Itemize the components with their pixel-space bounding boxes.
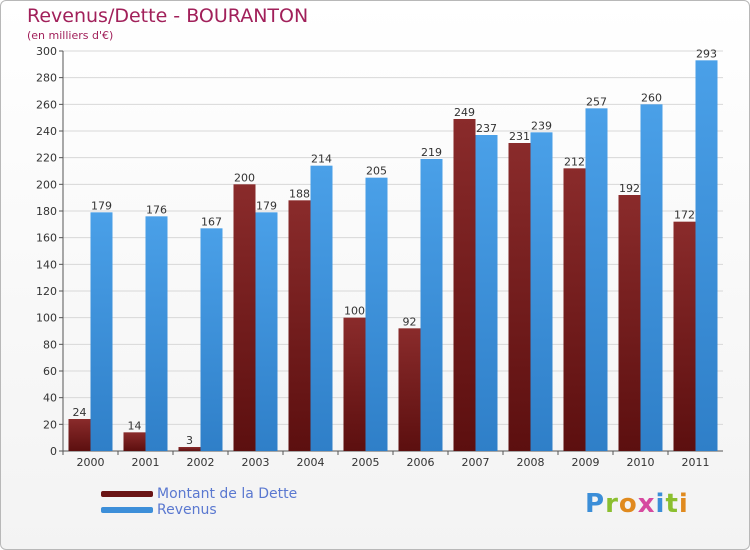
bar-debt bbox=[673, 221, 696, 451]
data-label-revenue: 293 bbox=[696, 47, 717, 60]
logo-letter: r bbox=[605, 489, 619, 519]
y-tick-label: 240 bbox=[36, 125, 57, 138]
data-label-revenue: 167 bbox=[201, 215, 222, 228]
logo-letter: i bbox=[655, 489, 666, 519]
data-label-debt: 172 bbox=[674, 209, 695, 222]
logo-letter: o bbox=[618, 489, 638, 519]
bar-revenue bbox=[90, 212, 113, 451]
data-label-revenue: 176 bbox=[146, 203, 167, 216]
x-tick-label: 2006 bbox=[407, 456, 435, 469]
x-tick-label: 2004 bbox=[297, 456, 325, 469]
y-tick-label: 20 bbox=[43, 418, 57, 431]
bar-revenue bbox=[310, 165, 333, 451]
data-label-debt: 100 bbox=[344, 305, 365, 318]
x-tick-label: 2005 bbox=[352, 456, 380, 469]
logo-letter: t bbox=[665, 489, 679, 519]
bar-revenue bbox=[475, 135, 498, 451]
y-tick-label: 100 bbox=[36, 312, 57, 325]
bar-debt bbox=[508, 143, 531, 451]
bar-debt bbox=[68, 419, 91, 451]
logo-letter: x bbox=[637, 489, 656, 519]
chart-subtitle: (en milliers d'€) bbox=[27, 29, 114, 42]
bar-revenue bbox=[695, 60, 718, 451]
data-label-debt: 231 bbox=[509, 130, 530, 143]
y-tick-label: 80 bbox=[43, 338, 57, 351]
x-tick-label: 2010 bbox=[627, 456, 655, 469]
y-tick-label: 160 bbox=[36, 232, 57, 245]
data-label-debt: 200 bbox=[234, 171, 255, 184]
y-tick-label: 200 bbox=[36, 178, 57, 191]
y-tick-label: 280 bbox=[36, 72, 57, 85]
bar-revenue bbox=[365, 177, 388, 451]
data-label-revenue: 260 bbox=[641, 91, 662, 104]
data-label-revenue: 179 bbox=[256, 199, 277, 212]
x-tick-label: 2009 bbox=[572, 456, 600, 469]
data-label-debt: 92 bbox=[403, 315, 417, 328]
bar-revenue bbox=[200, 228, 223, 451]
x-tick-label: 2011 bbox=[682, 456, 710, 469]
bar-revenue bbox=[420, 159, 443, 451]
chart-title: Revenus/Dette - BOURANTON bbox=[27, 5, 309, 27]
proxiti-logo: Proxiti bbox=[585, 489, 689, 519]
bar-debt bbox=[288, 200, 311, 451]
data-label-debt: 3 bbox=[186, 434, 193, 447]
legend-swatch-debt bbox=[101, 491, 153, 497]
legend-label-revenue: Revenus bbox=[157, 502, 217, 518]
bar-debt bbox=[178, 447, 201, 451]
x-tick-label: 2007 bbox=[462, 456, 490, 469]
bar-debt bbox=[563, 168, 586, 452]
data-label-revenue: 257 bbox=[586, 95, 607, 108]
legend: Montant de la Dette Revenus bbox=[101, 486, 297, 518]
bar-revenue bbox=[145, 216, 168, 451]
y-tick-label: 0 bbox=[50, 445, 57, 458]
x-tick-label: 2008 bbox=[517, 456, 545, 469]
bar-debt bbox=[398, 328, 421, 451]
data-label-revenue: 179 bbox=[91, 199, 112, 212]
bar-debt bbox=[453, 119, 476, 451]
y-tick-label: 40 bbox=[43, 392, 57, 405]
y-tick-label: 260 bbox=[36, 98, 57, 111]
data-label-debt: 212 bbox=[564, 155, 585, 168]
y-tick-label: 180 bbox=[36, 205, 57, 218]
bar-revenue bbox=[585, 108, 608, 451]
x-tick-label: 2003 bbox=[242, 456, 270, 469]
y-tick-label: 140 bbox=[36, 258, 57, 271]
data-label-debt: 24 bbox=[73, 406, 87, 419]
legend-label-debt: Montant de la Dette bbox=[157, 486, 298, 502]
legend-item-debt: Montant de la Dette bbox=[101, 486, 297, 502]
x-tick-label: 2001 bbox=[132, 456, 160, 469]
bar-revenue bbox=[530, 132, 553, 452]
data-label-revenue: 214 bbox=[311, 153, 332, 166]
x-tick-label: 2000 bbox=[77, 456, 105, 469]
legend-item-revenue: Revenus bbox=[101, 502, 297, 518]
logo-letter: P bbox=[585, 489, 606, 519]
bar-revenue bbox=[255, 212, 278, 451]
bar-debt bbox=[618, 195, 641, 451]
data-label-debt: 249 bbox=[454, 106, 475, 119]
bar-revenue bbox=[640, 104, 663, 451]
x-tick-label: 2002 bbox=[187, 456, 215, 469]
data-label-revenue: 219 bbox=[421, 146, 442, 159]
bar-debt bbox=[123, 432, 146, 451]
legend-swatch-revenue bbox=[101, 507, 153, 513]
y-tick-label: 220 bbox=[36, 152, 57, 165]
y-tick-label: 120 bbox=[36, 285, 57, 298]
y-tick-label: 300 bbox=[36, 45, 57, 58]
data-label-revenue: 237 bbox=[476, 122, 497, 135]
bar-debt bbox=[233, 184, 256, 452]
bar-debt bbox=[343, 317, 366, 451]
data-label-revenue: 239 bbox=[531, 119, 552, 132]
data-label-revenue: 205 bbox=[366, 165, 387, 178]
logo-letter: i bbox=[678, 489, 689, 519]
y-tick-label: 60 bbox=[43, 365, 57, 378]
data-label-debt: 188 bbox=[289, 187, 310, 200]
data-label-debt: 192 bbox=[619, 182, 640, 195]
data-label-debt: 14 bbox=[128, 419, 142, 432]
